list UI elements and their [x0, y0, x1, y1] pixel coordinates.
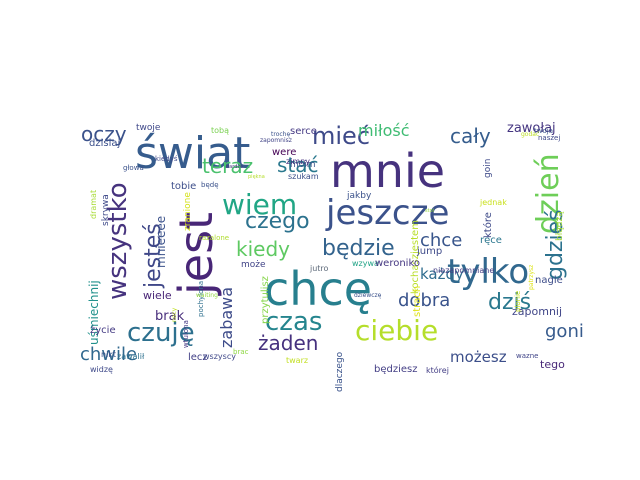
- word-wtulona: wtulona: [182, 320, 190, 348]
- word-nagle: nagle: [535, 275, 563, 286]
- word-jest: jest: [169, 212, 223, 296]
- word-goin: goin: [483, 159, 493, 178]
- word-chce: chce: [420, 230, 462, 251]
- word-lecz: lecz: [188, 352, 208, 363]
- word-wazne: wazne: [516, 352, 538, 360]
- word-brac: brac: [233, 348, 249, 356]
- word-dlaczego: dlaczego: [335, 351, 345, 392]
- word-serce: serce: [290, 126, 317, 137]
- word-tego: tego: [540, 358, 565, 371]
- word-jednak: jednak: [479, 198, 507, 207]
- word-gdzies: gdzieś: [543, 209, 568, 280]
- word-usmiechnij: uśmiechnij: [87, 280, 101, 345]
- word-wiele: wiele: [143, 289, 172, 302]
- word-patrzysz: patrzysz: [528, 265, 535, 290]
- word-brak: brak: [155, 309, 185, 324]
- word-glowa: głowa: [123, 164, 144, 172]
- word-milosc: miłość: [358, 121, 410, 140]
- word-bladza: błądzą: [555, 211, 565, 241]
- word-chwile: chwile: [80, 344, 137, 365]
- word-tobie: tobie: [171, 181, 196, 192]
- word-stac: stać: [277, 153, 319, 177]
- word-mozesz: możesz: [450, 348, 507, 366]
- word-wzywa: wzywa: [352, 259, 379, 268]
- word-godac: godać: [521, 131, 539, 138]
- word-strach: strach: [412, 286, 423, 317]
- word-goni: goni: [545, 321, 584, 342]
- word-zabawa: zabawa: [217, 287, 236, 348]
- word-oczy: oczy: [81, 122, 127, 146]
- word-szukam: szukam: [288, 172, 319, 181]
- word-bede: będę: [201, 181, 219, 189]
- word-widze: widzę: [90, 365, 113, 374]
- word-caly: cały: [450, 124, 491, 148]
- word-zawolaj: zawołaj: [507, 121, 556, 136]
- word-waiting: waiting: [196, 292, 218, 299]
- word-weroniko: weroniko: [375, 258, 420, 269]
- word-miec: mieć: [312, 122, 370, 150]
- word-kiedys: kiedyś: [155, 155, 178, 163]
- word-moim: moim: [290, 160, 316, 170]
- word-bedziesz: będziesz: [374, 364, 418, 375]
- word-dobra: dobra: [398, 290, 450, 311]
- word-kochaszjestem: kochaszjestem: [410, 220, 421, 294]
- word-nocy: nocy: [171, 307, 178, 322]
- word-jeszcze: jeszcze: [325, 193, 449, 233]
- word-nikt: nikt: [101, 350, 116, 359]
- word-jakby: jakby: [346, 191, 372, 201]
- word-chce: chcę: [264, 262, 372, 316]
- word-jestes: jesteś: [141, 223, 166, 289]
- word-dziewcze: dziewczę: [354, 292, 382, 299]
- word-stoi: stoi: [425, 208, 434, 214]
- word-swiat: świat: [135, 128, 250, 179]
- word-were: were: [272, 147, 296, 158]
- word-dramat: dramat: [89, 190, 98, 219]
- word-bardzo: bardzo: [226, 164, 243, 170]
- word-bedzie: będzie: [322, 236, 395, 261]
- word-niezapomniane: niezapomniane: [433, 266, 494, 275]
- word-przytulisz: przytulisz: [260, 276, 271, 324]
- word-wszyscy: wszyscy: [203, 352, 236, 361]
- word-dzis: dziś: [488, 290, 531, 315]
- word-piekna: piękna: [248, 174, 265, 180]
- word-naszej: naszej: [538, 134, 560, 142]
- word-dzisiaj: dzisiaj: [89, 138, 120, 149]
- word-kiedy: kiedy: [236, 237, 290, 261]
- word-moze: może: [241, 260, 266, 270]
- word-skrywa: skrywa: [101, 194, 111, 226]
- word-wiem: wiem: [222, 188, 297, 221]
- word-twarz: twarz: [286, 356, 308, 365]
- word-razalone: razalone: [199, 234, 229, 242]
- word-zawalil: zawalił: [117, 352, 145, 361]
- word-teraz: teraz: [202, 154, 253, 178]
- word-wszystko: wszystko: [103, 182, 133, 300]
- word-twoja: twoja: [534, 127, 553, 135]
- word-zimny: zimny: [286, 157, 310, 166]
- word-mnie: mnie: [330, 144, 445, 198]
- word-zranione: zranione: [183, 192, 193, 231]
- word-zapomnij: zapomnij: [512, 305, 562, 318]
- word-rece: ręce: [480, 235, 502, 246]
- word-dzien: dzień: [531, 153, 566, 234]
- word-tylko: tylko: [447, 252, 529, 292]
- word-zaden: żaden: [258, 331, 318, 355]
- word-twoje: twoje: [136, 123, 161, 133]
- word-jutro: jutro: [309, 264, 329, 273]
- word-troche: trochę: [271, 131, 290, 138]
- word-pochylona: pochylona: [197, 281, 205, 317]
- word-czuje: czuję: [127, 318, 195, 348]
- word-plonie: plonie: [514, 291, 522, 312]
- word-toba: tobą: [211, 126, 229, 135]
- word-czego: czego: [245, 209, 310, 234]
- word-ktore: które: [482, 212, 494, 238]
- word-jump: jump: [416, 246, 442, 257]
- word-ktorej: której: [426, 365, 449, 375]
- word-zapomnisz: zapomnisz: [260, 137, 292, 144]
- word-kazdy: każdy: [420, 265, 464, 283]
- word-czas: czas: [265, 307, 322, 337]
- word-ciebie: ciebie: [355, 314, 438, 347]
- word-mnieeee: mnieeee: [154, 216, 168, 268]
- word-zycie: życie: [90, 325, 116, 336]
